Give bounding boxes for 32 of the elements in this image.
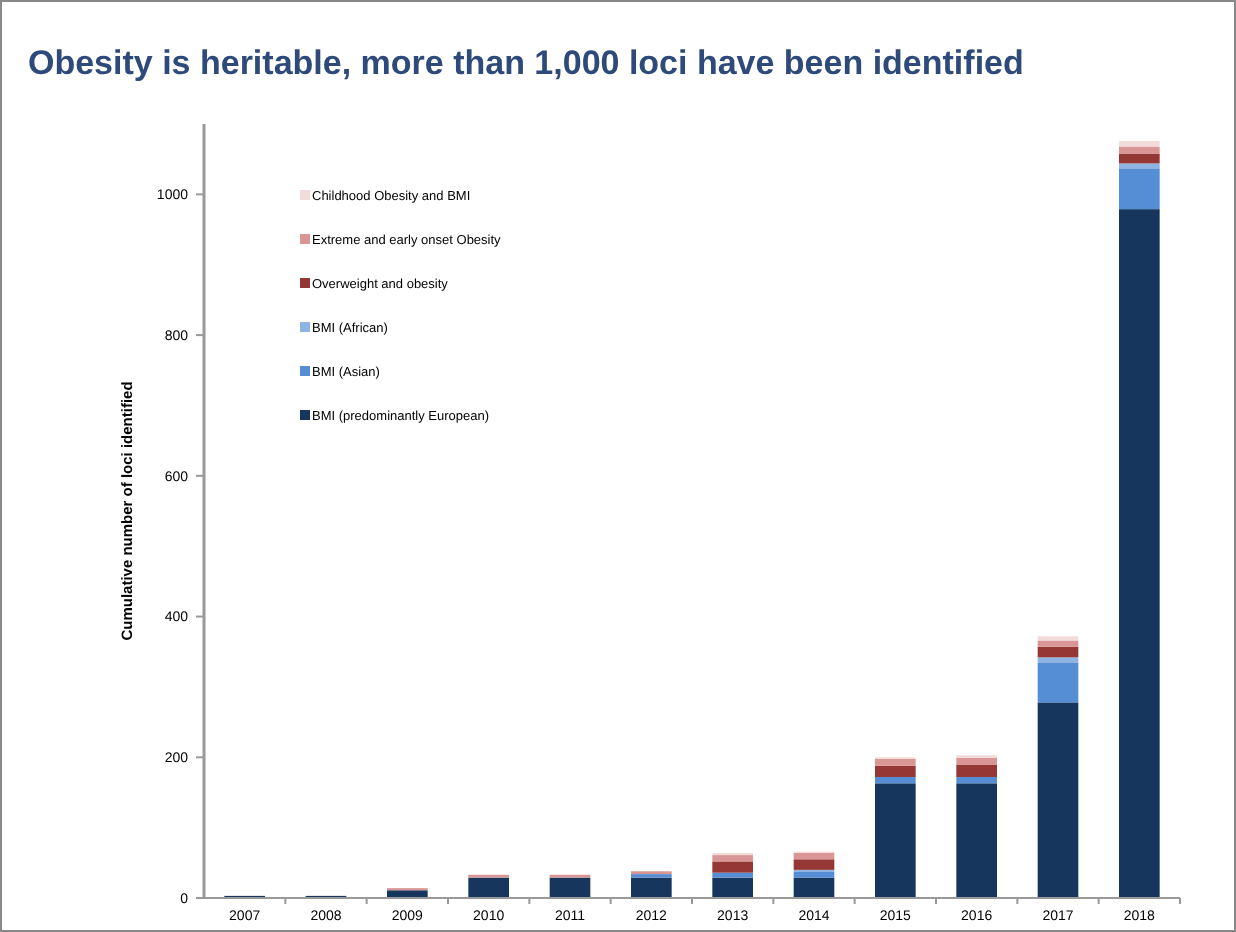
bar xyxy=(1037,646,1079,658)
bar xyxy=(1119,163,1160,169)
bar xyxy=(875,765,916,777)
bar xyxy=(631,877,672,898)
bar xyxy=(956,776,997,784)
bar xyxy=(1119,146,1160,154)
bar xyxy=(712,877,753,898)
bar xyxy=(956,765,997,777)
bar xyxy=(468,877,509,898)
bar xyxy=(875,776,916,784)
bar xyxy=(1037,640,1079,647)
bar xyxy=(1119,209,1160,898)
chart-title: Obesity is heritable, more than 1,000 loci have been identified xyxy=(28,44,1024,82)
bar xyxy=(387,890,428,898)
bar xyxy=(793,877,835,898)
bar xyxy=(956,783,997,898)
bar xyxy=(793,852,835,860)
bar xyxy=(1037,702,1079,898)
bar xyxy=(793,859,835,870)
bar xyxy=(1119,140,1160,147)
bar xyxy=(1037,662,1079,703)
bar xyxy=(875,783,916,898)
bar xyxy=(793,871,835,878)
bar xyxy=(712,861,753,873)
bar xyxy=(1119,153,1160,164)
bar xyxy=(956,757,997,766)
bar xyxy=(712,872,753,878)
bar xyxy=(1119,168,1160,210)
bar xyxy=(549,877,591,898)
bar xyxy=(875,758,916,766)
bar xyxy=(712,855,753,862)
bar xyxy=(1037,657,1079,663)
